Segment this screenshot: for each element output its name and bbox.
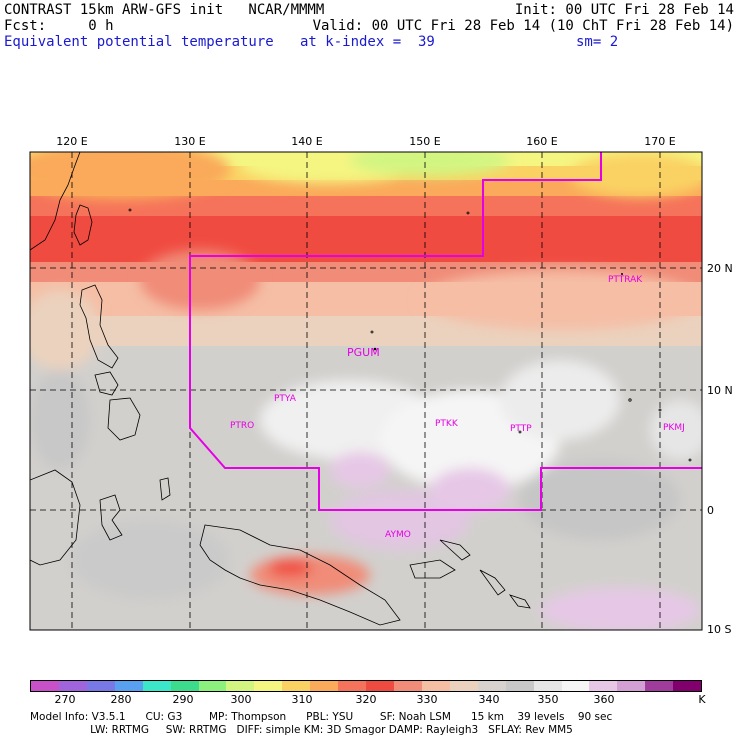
colorbar-label: 280 [110, 693, 132, 706]
colorbar-unit: K [698, 693, 706, 706]
colorbar-swatch [366, 681, 394, 691]
colorbar-swatch [198, 681, 227, 691]
station-label: PKMJ [663, 423, 685, 433]
field-name: Equivalent potential temperature [4, 34, 274, 50]
colorbar-swatch [561, 681, 590, 691]
colorbar-swatch [310, 681, 339, 691]
colorbar-label: 310 [291, 693, 313, 706]
colorbar-swatch [645, 681, 674, 691]
colorbar-swatch [505, 681, 534, 691]
station-labels: PTTRAK PGUM PTYA PTRO PTKK PTTP PKMJ AYM… [230, 275, 685, 540]
longitude-labels: 120 E 130 E 140 E 150 E 160 E 170 E [56, 135, 675, 148]
lat-label: 10 N [707, 384, 733, 397]
colorbar-swatch [170, 681, 199, 691]
station-label: PTKK [435, 419, 459, 429]
forecast-hour: Fcst: 0 h [4, 18, 114, 34]
colorbar-swatch [673, 681, 702, 691]
colorbar-swatch [589, 681, 618, 691]
colorbar-swatch [226, 681, 255, 691]
coastlines [30, 152, 692, 626]
smoothing: sm= 2 [576, 34, 619, 50]
lon-label: 170 E [644, 135, 675, 148]
lon-label: 160 E [526, 135, 557, 148]
station-label: PTTRAK [608, 275, 643, 285]
colorbar-label: 350 [537, 693, 559, 706]
colorbar-swatch [477, 681, 506, 691]
colorbar-swatch [533, 681, 562, 691]
lat-label: 20 N [707, 262, 733, 275]
station-label: PTYA [274, 394, 297, 404]
model-title: CONTRAST 15km ARW-GFS init NCAR/MMMM [4, 2, 325, 18]
colorbar-swatch [421, 681, 450, 691]
colorbar-swatch [58, 681, 87, 691]
station-label: PTRO [230, 421, 254, 431]
model-info-line2: LW: RRTMG SW: RRTMG DIFF: simple KM: 3D … [30, 724, 573, 736]
colorbar [30, 680, 702, 692]
colorbar-label: 340 [478, 693, 500, 706]
colorbar-swatch [338, 681, 367, 691]
colorbar-label: 270 [54, 693, 76, 706]
lon-label: 140 E [291, 135, 322, 148]
shaded-field [30, 152, 702, 630]
station-label: PTTP [510, 424, 532, 434]
lat-label: 0 [707, 504, 714, 517]
lon-label: 130 E [174, 135, 205, 148]
colorbar-label: 330 [416, 693, 438, 706]
colorbar-label: 300 [230, 693, 252, 706]
model-info-line1: Model Info: V3.5.1 CU: G3 MP: Thompson P… [30, 711, 613, 723]
colorbar-label: 360 [593, 693, 615, 706]
colorbar-label: 290 [172, 693, 194, 706]
colorbar-swatch [617, 681, 646, 691]
colorbar-swatch [393, 681, 422, 691]
colorbar-swatch [31, 681, 59, 691]
valid-time: Valid: 00 UTC Fri 28 Feb 14 (10 ChT Fri … [312, 18, 734, 34]
lat-label: 10 S [707, 623, 731, 636]
colorbar-swatch [282, 681, 311, 691]
colorbar-label: 320 [355, 693, 377, 706]
lon-label: 150 E [409, 135, 440, 148]
station-label: AYMO [385, 530, 411, 540]
colorbar-swatch [86, 681, 115, 691]
level-index: at k-index = 39 [300, 34, 435, 50]
latitude-labels: 20 N 10 N 0 10 S [707, 262, 733, 636]
colorbar-swatch [449, 681, 478, 691]
init-time: Init: 00 UTC Fri 28 Feb 14 [514, 2, 734, 18]
lon-label: 120 E [56, 135, 87, 148]
colorbar-swatch [142, 681, 171, 691]
colorbar-swatch [254, 681, 283, 691]
colorbar-swatch [114, 681, 143, 691]
map-frame [29, 151, 703, 631]
domain-boundary [189, 152, 702, 511]
station-label: PGUM [347, 346, 380, 359]
